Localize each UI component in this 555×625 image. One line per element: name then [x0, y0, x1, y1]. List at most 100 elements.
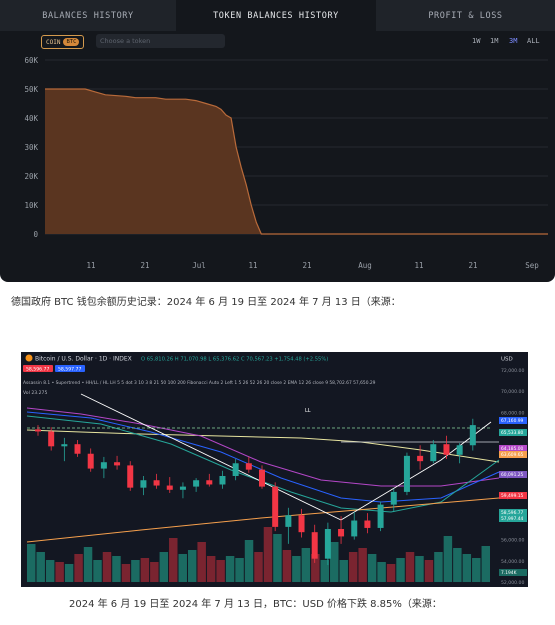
right-price-text: 59,499.15	[501, 493, 524, 499]
volume-bar	[74, 554, 83, 582]
volume-bar	[27, 544, 36, 582]
sell-price-text: 58,596.77	[26, 367, 49, 373]
volume-bar	[140, 558, 150, 582]
volume-bar	[348, 552, 358, 582]
candle-body	[166, 485, 173, 490]
candle-body	[364, 520, 371, 528]
volume-bar	[405, 552, 415, 582]
candle-body	[311, 532, 318, 559]
x-tick-label: Aug	[358, 261, 372, 270]
ma-line-blue	[26, 411, 500, 503]
candle-body	[127, 465, 134, 488]
volume-bar	[263, 527, 273, 582]
range-3m[interactable]: 3M	[509, 37, 518, 45]
volume-bar	[45, 560, 55, 582]
tv-y-tick: 72,000.00	[501, 368, 524, 374]
volume-bar	[64, 564, 74, 582]
volume-bar	[235, 558, 244, 582]
sell-price-tag	[23, 365, 53, 372]
volume-bar	[415, 556, 424, 582]
volume-bar	[150, 562, 159, 582]
candle-body	[377, 504, 384, 528]
coin-filter-chip[interactable]: COIN BTC	[41, 35, 85, 49]
right-price-label	[499, 429, 527, 436]
volume-bar	[216, 560, 225, 582]
candle-body	[469, 425, 476, 446]
right-price-text: 63,609.65	[501, 452, 524, 458]
candle-body	[456, 445, 463, 455]
volume-bar	[339, 560, 348, 582]
volume-bar	[206, 556, 216, 582]
tv-y-tick: 70,000.00	[501, 389, 524, 395]
coin-chip-label: COIN	[46, 38, 61, 46]
buy-price-text: 58,597.77	[58, 367, 81, 373]
range-1m[interactable]: 1M	[490, 37, 499, 45]
ma-line-green	[26, 415, 500, 513]
candle-body	[219, 476, 226, 485]
volume-bar	[282, 550, 292, 582]
balance-area-chart: 0 10K 20K 30K 40K 50K 60K 11 21 Jul 11 21 Aug 11 21 Sep	[24, 56, 548, 270]
volume-bar	[311, 554, 320, 582]
range-all[interactable]: ALL	[527, 37, 540, 45]
volume-bar	[453, 548, 462, 582]
y-tick-label: 30K	[24, 143, 38, 152]
volume-bar	[131, 560, 140, 582]
right-price-text: 67,160.99	[501, 418, 524, 424]
volume-bar	[159, 552, 169, 582]
y-tick-label: 10K	[24, 201, 38, 210]
coin-chip-value: BTC	[63, 38, 80, 46]
right-price-label	[499, 509, 527, 516]
buy-price-tag	[55, 365, 85, 372]
tab-bar: BALANCES HISTORY TOKEN BALANCES HISTORY …	[0, 0, 555, 31]
candle-body	[403, 455, 410, 492]
tv-y-tick: 54,000.00	[501, 559, 524, 565]
volume-bar	[178, 554, 187, 582]
x-tick-label: 11	[414, 261, 423, 270]
token-search-input[interactable]	[96, 34, 225, 48]
volume-bar	[358, 548, 367, 582]
tv-y-tick: 56,000.00	[501, 538, 524, 544]
balance-area	[45, 89, 548, 234]
balance-line	[45, 88, 548, 235]
ma-line-purple	[26, 407, 500, 487]
tab-token-balances-history[interactable]: TOKEN BALANCES HISTORY	[176, 0, 376, 31]
x-tick-label: 11	[248, 261, 257, 270]
candle-body	[48, 431, 55, 447]
caption-price: 2024 年 6 月 19 日至 2024 年 7 月 13 日，BTC：USD…	[69, 599, 442, 610]
right-price-label	[499, 515, 527, 522]
volume-bar	[443, 536, 453, 582]
x-tick-label: 21	[468, 261, 477, 270]
x-tick-label: Sep	[525, 261, 539, 270]
candle-body	[390, 491, 397, 505]
volume-bar	[386, 564, 396, 582]
volume-bar	[396, 558, 405, 582]
candle-body	[179, 486, 186, 490]
candle-body	[100, 462, 107, 469]
tab-balances-history[interactable]: BALANCES HISTORY	[0, 0, 176, 31]
y-tick-label: 60K	[24, 56, 38, 65]
range-1w[interactable]: 1W	[472, 37, 481, 45]
tv-title: Bitcoin / U.S. Dollar · 1D · INDEX	[35, 356, 132, 363]
volume-bar	[377, 562, 386, 582]
x-tick-label: Jul	[192, 261, 206, 270]
volume-bar	[434, 552, 443, 582]
candle-body	[206, 480, 213, 485]
balance-panel: BALANCES HISTORY TOKEN BALANCES HISTORY …	[0, 0, 555, 282]
candle-body	[74, 444, 81, 454]
volume-bar	[320, 560, 330, 582]
candle-body	[259, 469, 265, 487]
candle-body	[140, 480, 147, 488]
right-price-label	[499, 445, 527, 452]
candle-body	[430, 444, 437, 462]
tab-profit-loss[interactable]: PROFIT & LOSS	[376, 0, 555, 31]
candle-body	[193, 480, 200, 487]
right-price-label	[499, 451, 527, 458]
caption-balance: 德国政府 BTC 钱包余额历史记录：2024 年 6 月 19 日至 2024 …	[11, 297, 401, 308]
x-tick-label: 21	[140, 261, 149, 270]
volume-bar	[367, 554, 377, 582]
y-tick-label: 50K	[24, 85, 38, 94]
right-price-label	[499, 569, 527, 576]
candle-body	[61, 444, 68, 447]
volume-bar	[472, 558, 481, 582]
candle-body	[443, 444, 450, 455]
